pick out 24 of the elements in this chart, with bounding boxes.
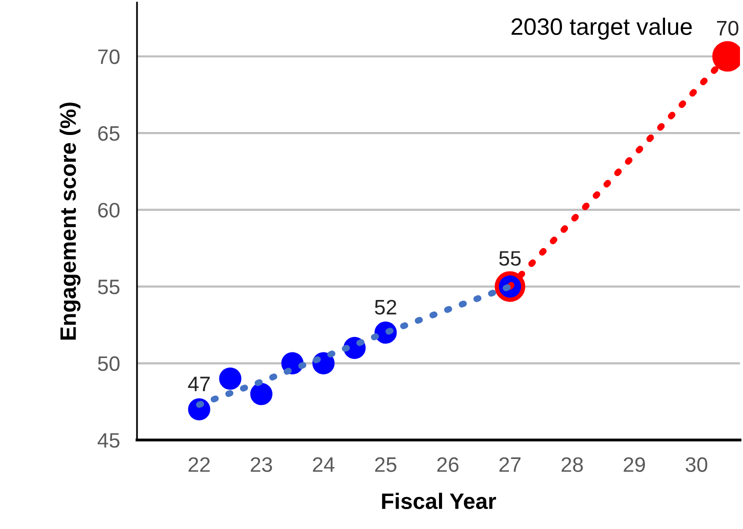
y-tick-label: 65 <box>98 126 120 141</box>
y-axis-title: Engagement score (%) <box>60 102 80 340</box>
x-tick-label: 29 <box>624 457 645 472</box>
y-tick-label: 55 <box>98 280 120 294</box>
data-label: 55 <box>499 251 521 266</box>
annotation: 2030 target value <box>512 18 692 40</box>
x-tick-label: 28 <box>562 457 583 472</box>
y-tick-label: 60 <box>98 202 120 218</box>
point <box>250 382 272 406</box>
x-axis-title: Fiscal Year <box>382 492 496 510</box>
y-tick-label: 45 <box>98 433 120 448</box>
y-tick-label: 70 <box>98 49 120 64</box>
x-tick-label: 25 <box>375 457 396 472</box>
x-tick-label: 23 <box>250 457 272 472</box>
point <box>219 368 242 390</box>
data-label: 70 <box>717 20 738 36</box>
x-tick-label: 26 <box>437 457 458 472</box>
data-label: 47 <box>188 376 210 392</box>
x-tick-label: 24 <box>312 457 334 472</box>
x-tick-label: 30 <box>686 457 708 472</box>
data-label: 52 <box>374 300 396 315</box>
x-tick-label: 22 <box>188 457 210 472</box>
y-tick-label: 50 <box>98 356 120 372</box>
x-tick-label: 27 <box>499 457 521 472</box>
